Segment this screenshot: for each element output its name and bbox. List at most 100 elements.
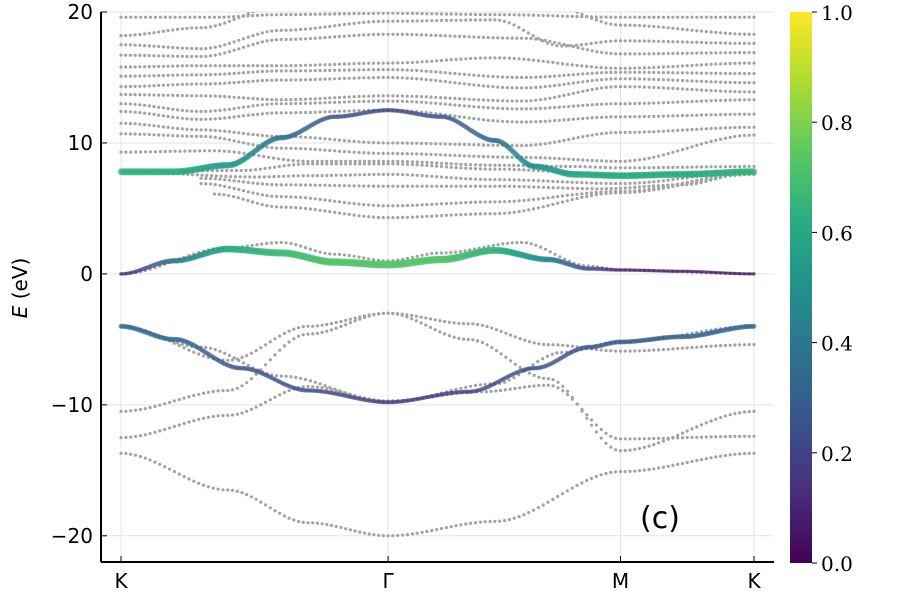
- band-point: [347, 62, 351, 66]
- band-point: [259, 346, 263, 350]
- band-point: [367, 151, 371, 155]
- band-point: [430, 252, 434, 256]
- band-point: [430, 19, 434, 23]
- band-point: [738, 90, 742, 94]
- band-point: [176, 108, 180, 112]
- band-point: [512, 516, 516, 520]
- band-point: [435, 251, 439, 255]
- band-point: [256, 97, 260, 101]
- band-point: [217, 149, 221, 153]
- band-point: [567, 157, 571, 161]
- band-point: [680, 346, 685, 350]
- band-point: [695, 51, 699, 55]
- band-point: [614, 77, 618, 81]
- band-point: [661, 86, 666, 90]
- band-point: [733, 71, 737, 76]
- band-point: [752, 451, 756, 455]
- band-point: [323, 209, 327, 213]
- band-point: [223, 21, 227, 25]
- band-point: [400, 152, 404, 156]
- band-point: [580, 481, 584, 485]
- band-point: [728, 89, 732, 93]
- band-point: [291, 159, 295, 163]
- band-point: [134, 408, 138, 412]
- band-point: [614, 349, 618, 353]
- band-point: [699, 99, 704, 103]
- band-point: [199, 94, 203, 98]
- band-point: [227, 130, 231, 134]
- band-point: [396, 94, 400, 98]
- band-point: [585, 478, 589, 483]
- band-point: [377, 172, 381, 176]
- band-point: [548, 119, 552, 123]
- band-point: [661, 465, 666, 469]
- band-point: [513, 362, 517, 366]
- band-point: [299, 37, 303, 41]
- band-point: [556, 186, 560, 190]
- band-point: [752, 98, 756, 102]
- band-point: [517, 25, 521, 30]
- band-point: [270, 38, 274, 42]
- band-point: [152, 93, 156, 97]
- band-point: [652, 77, 656, 81]
- band-point: [232, 150, 236, 154]
- band-point: [439, 202, 444, 206]
- band-point: [193, 15, 197, 19]
- band-point: [381, 68, 385, 72]
- band-point: [464, 162, 468, 167]
- band-point: [527, 168, 531, 172]
- band-point: [308, 27, 312, 31]
- band-point: [284, 374, 288, 378]
- band-point: [208, 15, 212, 19]
- band-point: [556, 380, 560, 384]
- band-point: [239, 168, 243, 173]
- band-point: [585, 72, 590, 76]
- band-point: [334, 389, 338, 393]
- band-point: [171, 73, 175, 77]
- band-point: [439, 58, 444, 63]
- band-point: [538, 142, 543, 146]
- band-point: [590, 103, 594, 107]
- band-point: [194, 47, 198, 51]
- band-point: [742, 164, 747, 169]
- band-point: [714, 455, 718, 459]
- band-point: [223, 95, 227, 99]
- band-point: [453, 114, 457, 118]
- band-point: [604, 348, 608, 353]
- band-point: [204, 134, 208, 139]
- band-point: [546, 204, 550, 208]
- band-point: [289, 64, 293, 68]
- band-point: [194, 82, 198, 86]
- band-point: [134, 15, 138, 19]
- band-gray-2: [119, 18, 756, 51]
- band-point: [357, 68, 361, 72]
- band-point: [435, 184, 439, 188]
- band-point: [138, 93, 142, 97]
- band-point: [270, 98, 274, 102]
- band-point: [738, 15, 742, 19]
- band-point: [458, 154, 462, 158]
- band-point: [704, 421, 708, 425]
- band-point: [124, 409, 128, 413]
- band-point: [609, 349, 613, 353]
- band-point: [473, 383, 478, 388]
- band-point: [561, 6, 564, 9]
- band-point: [396, 19, 400, 23]
- band-point: [260, 103, 264, 107]
- band-point: [357, 61, 361, 66]
- band-point: [265, 182, 269, 186]
- band-point: [133, 84, 137, 88]
- band-point: [429, 69, 433, 74]
- band-point: [157, 83, 161, 87]
- band-point: [223, 108, 227, 112]
- colorbar-tick-label: 0.6: [821, 221, 853, 245]
- band-point: [575, 402, 579, 406]
- band-point: [598, 165, 602, 169]
- band-point: [512, 167, 516, 172]
- band-point: [274, 38, 279, 42]
- band-point: [714, 126, 718, 130]
- band-point: [152, 74, 156, 78]
- band-point: [477, 98, 481, 102]
- band-point: [194, 94, 198, 98]
